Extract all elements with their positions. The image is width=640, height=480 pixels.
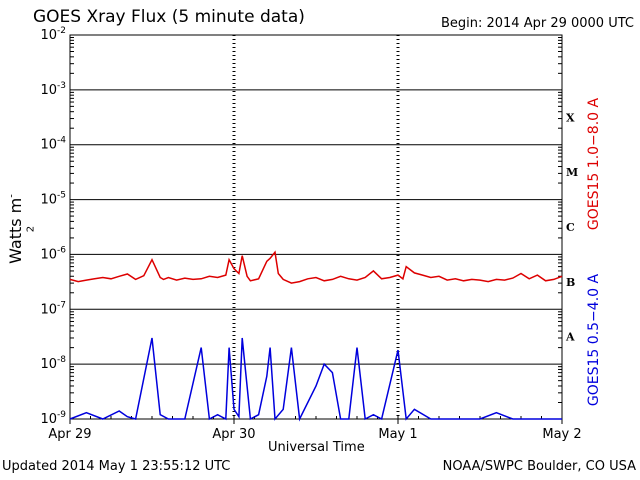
credit-label: NOAA/SWPC Boulder, CO USA <box>442 459 636 474</box>
y-tick-label: 10-3 <box>40 81 66 98</box>
x-tick-label: Apr 29 <box>48 427 91 442</box>
y-tick-label: 10-8 <box>40 355 66 372</box>
y-tick-label: 10-5 <box>40 191 66 208</box>
x-tick-label: Apr 30 <box>212 427 255 442</box>
chart-title: GOES Xray Flux (5 minute data) <box>33 7 305 27</box>
x-axis-label: Universal Time <box>268 440 365 455</box>
updated-timestamp: Updated 2014 May 1 23:55:12 UTC <box>2 459 231 474</box>
y-tick-label: 10-6 <box>40 245 66 262</box>
legend-series-short: GOES15 0.5−4.0 A <box>586 274 602 407</box>
flare-class-label: C <box>566 221 575 234</box>
series-line-long <box>69 250 563 284</box>
x-tick-label: May 2 <box>542 427 581 442</box>
legend-series-long: GOES15 1.0−8.0 A <box>586 98 602 231</box>
y-tick-label: 10-2 <box>40 26 66 43</box>
x-tick-label: May 1 <box>378 427 417 442</box>
flare-class-label: B <box>566 276 575 289</box>
y-tick-label: 10-4 <box>40 136 66 153</box>
y-tick-label: 10-9 <box>40 410 66 427</box>
series-line-short <box>69 337 562 422</box>
flare-class-label: X <box>566 111 575 124</box>
flare-class-label: M <box>566 166 578 179</box>
begin-time: Begin: 2014 Apr 29 0000 UTC <box>440 16 634 31</box>
flare-class-label: A <box>565 331 575 344</box>
plot-frame <box>69 34 563 420</box>
y-tick-label: 10-7 <box>40 300 66 317</box>
